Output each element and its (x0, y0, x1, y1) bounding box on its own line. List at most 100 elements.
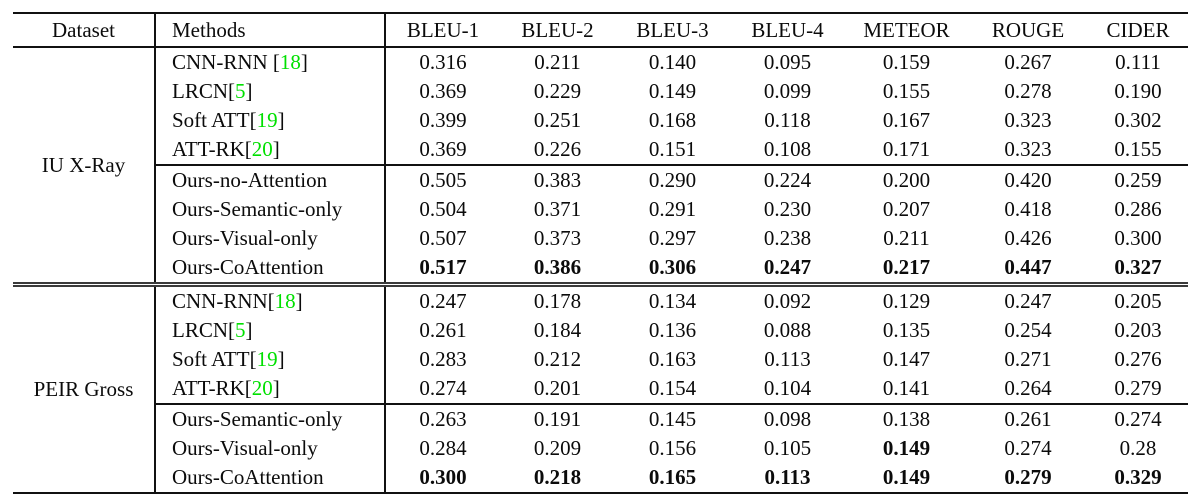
metric-value: 0.327 (1114, 255, 1162, 279)
citation-link[interactable]: 19 (256, 347, 278, 371)
metric-value: 0.200 (845, 164, 968, 195)
metric-value: 0.276 (1114, 347, 1162, 371)
column-header-rouge: ROUGE (968, 13, 1088, 48)
metric-value: 0.190 (1114, 79, 1162, 103)
metric-value: 0.211 (883, 226, 930, 250)
metric-value: 0.168 (648, 108, 697, 132)
table-row: PEIR Gross CNN-RNN[18] 0.247 0.178 0.134 0.09… (13, 282, 1188, 493)
metric-value: 0.205 (1088, 282, 1188, 316)
metric-value: 0.230 (763, 197, 812, 221)
metric-value: 0.323 (1004, 137, 1052, 161)
metric-value: 0.184 (533, 318, 582, 342)
citation-link[interactable]: 5 (235, 79, 246, 103)
table-row: Ours-no-Attention 0.505 0.383 0.290 0.224 0.2… (13, 164, 1188, 195)
metric-value: 0.316 (419, 50, 467, 74)
citation-link[interactable]: 20 (251, 137, 273, 161)
metric-value: 0.151 (648, 137, 697, 161)
metric-value: 0.141 (882, 376, 931, 400)
metric-value: 0.263 (385, 403, 500, 434)
metric-value: 0.156 (648, 436, 697, 460)
method-name: ATT-RK[20] (155, 135, 386, 165)
method-label: Ours-Semantic-only (172, 197, 343, 221)
metric-value: 0.447 (1004, 255, 1052, 279)
metric-value: 0.291 (648, 197, 697, 221)
column-header-dataset: Dataset (13, 13, 156, 48)
metric-value: 0.323 (1004, 108, 1052, 132)
citation-link[interactable]: 18 (274, 289, 296, 313)
method-label: ATT-RK (172, 137, 245, 161)
metric-value: 0.155 (1114, 137, 1162, 161)
metric-value: 0.134 (615, 282, 730, 316)
citation-link[interactable]: 5 (235, 318, 246, 342)
metric-value: 0.140 (648, 50, 697, 74)
method-label: Soft ATT (172, 347, 250, 371)
table-row: Ours-CoAttention 0.300 0.218 0.165 0.113 0.14… (13, 463, 1188, 493)
table-header-row: Dataset Methods BLEU-1 BLEU-2 BLEU-3 BLEU-4 ME… (13, 13, 1188, 48)
results-table: Dataset Methods BLEU-1 BLEU-2 BLEU-3 BLEU-4 ME… (13, 12, 1188, 494)
metric-value: 0.247 (968, 282, 1088, 316)
table-row: ATT-RK[20] 0.274 0.201 0.154 0.104 0.141 0.264… (13, 374, 1188, 404)
method-name: Ours-CoAttention (155, 253, 386, 285)
metric-value: 0.201 (533, 376, 582, 400)
metric-value: 0.302 (1114, 108, 1162, 132)
method-label: Ours-no-Attention (172, 168, 328, 192)
metric-value: 0.251 (533, 108, 582, 132)
metric-value: 0.399 (419, 108, 467, 132)
metric-value: 0.159 (882, 50, 931, 74)
metric-value: 0.259 (1088, 164, 1188, 195)
metric-value: 0.426 (1004, 226, 1052, 250)
metric-value: 0.300 (419, 465, 467, 489)
metric-value: 0.274 (419, 376, 467, 400)
method-name: LRCN[5] (155, 77, 386, 106)
metric-value: 0.369 (419, 137, 467, 161)
dataset-label: PEIR Gross (13, 282, 156, 493)
metric-value: 0.306 (648, 255, 697, 279)
method-name: CNN-RNN [18] (155, 47, 386, 77)
method-label: LRCN (172, 79, 229, 103)
metric-value: 0.383 (500, 164, 615, 195)
metric-value: 0.507 (419, 226, 467, 250)
table-row: Soft ATT[19] 0.283 0.212 0.163 0.113 0.147 0.2… (13, 345, 1188, 374)
table-row: Ours-Visual-only 0.507 0.373 0.297 0.238 0.21… (13, 224, 1188, 253)
table-row: Ours-Visual-only 0.284 0.209 0.156 0.105 0.14… (13, 434, 1188, 463)
method-name: Ours-CoAttention (155, 463, 386, 493)
metric-value: 0.28 (1119, 436, 1157, 460)
metric-value: 0.138 (845, 403, 968, 434)
metric-value: 0.113 (764, 347, 811, 371)
metric-value: 0.212 (533, 347, 582, 371)
column-header-bleu-4: BLEU-4 (730, 13, 845, 48)
metric-value: 0.149 (882, 465, 931, 489)
table-row: Ours-Semantic-only 0.504 0.371 0.291 0.230 0.… (13, 195, 1188, 224)
citation-link[interactable]: 18 (279, 50, 301, 74)
table-row: Soft ATT[19] 0.399 0.251 0.168 0.118 0.167 0.3… (13, 106, 1188, 135)
metric-value: 0.105 (763, 436, 812, 460)
metric-value: 0.129 (845, 282, 968, 316)
metric-value: 0.088 (763, 318, 812, 342)
method-name: Soft ATT[19] (155, 106, 386, 135)
metric-value: 0.238 (763, 226, 812, 250)
metric-value: 0.329 (1114, 465, 1162, 489)
method-name: Ours-Semantic-only (155, 403, 386, 434)
citation-link[interactable]: 19 (256, 108, 278, 132)
table-row: LRCN[5] 0.261 0.184 0.136 0.088 0.135 0.254 0.2… (13, 316, 1188, 345)
metric-value: 0.261 (419, 318, 467, 342)
metric-value: 0.149 (882, 436, 931, 460)
method-name: Ours-Visual-only (155, 224, 386, 253)
metric-value: 0.517 (419, 255, 467, 279)
metric-value: 0.217 (882, 255, 931, 279)
citation-link[interactable]: 20 (251, 376, 273, 400)
table-row: ATT-RK[20] 0.369 0.226 0.151 0.108 0.171 0.323… (13, 135, 1188, 165)
metric-value: 0.203 (1114, 318, 1162, 342)
metric-value: 0.247 (763, 255, 812, 279)
method-label: Soft ATT (172, 108, 250, 132)
metric-value: 0.284 (419, 436, 467, 460)
metric-value: 0.163 (648, 347, 697, 371)
table-row: Ours-CoAttention 0.517 0.386 0.306 0.247 0.21… (13, 253, 1188, 285)
metric-value: 0.108 (763, 137, 812, 161)
method-name: ATT-RK[20] (155, 374, 386, 404)
column-header-meteor: METEOR (845, 13, 968, 48)
table-row: LRCN[5] 0.369 0.229 0.149 0.099 0.155 0.278 0.1… (13, 77, 1188, 106)
metric-value: 0.279 (1114, 376, 1162, 400)
metric-value: 0.095 (763, 50, 812, 74)
metric-value: 0.118 (764, 108, 811, 132)
